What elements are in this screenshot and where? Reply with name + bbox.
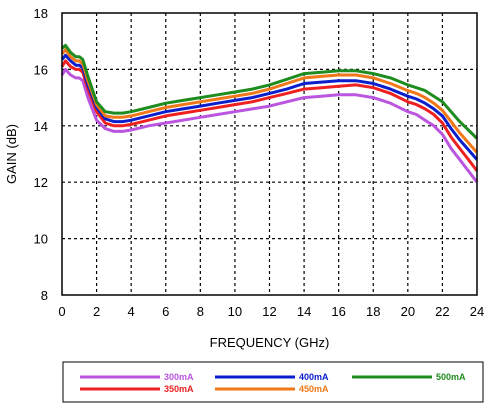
series-lines: [60, 43, 479, 184]
legend-label-400mA: 400mA: [299, 372, 329, 382]
y-tick-label: 12: [34, 175, 48, 190]
x-axis-title: FREQUENCY (GHz): [210, 335, 330, 350]
y-tick-label: 8: [41, 288, 48, 303]
x-tick-label: 2: [93, 304, 100, 319]
y-axis-title: GAIN (dB): [4, 124, 19, 184]
x-tick-label: 24: [470, 304, 484, 319]
x-tick-label: 4: [128, 304, 135, 319]
series-line-500mA: [61, 43, 479, 140]
legend: 300mA 350mA 400mA 450mA 500mA: [62, 361, 484, 403]
y-tick-label: 16: [34, 62, 48, 77]
legend-label-350mA: 350mA: [164, 384, 194, 394]
x-tick-label: 20: [401, 304, 415, 319]
x-tick-label: 12: [262, 304, 276, 319]
series-line-450mA: [60, 48, 479, 154]
legend-label-500mA: 500mA: [436, 372, 466, 382]
y-tick-label: 14: [34, 119, 48, 134]
x-tick-label: 10: [228, 304, 242, 319]
y-tick-label: 10: [34, 232, 48, 247]
x-tick-label: 18: [366, 304, 380, 319]
grid-lines: [62, 13, 477, 295]
legend-label-300mA: 300mA: [164, 372, 194, 382]
plot-frame: [61, 12, 478, 296]
x-tick-label: 22: [435, 304, 449, 319]
series-line-300mA: [60, 67, 479, 184]
legend-label-450mA: 450mA: [299, 384, 329, 394]
x-tick-label: 16: [331, 304, 345, 319]
legend-box: [62, 361, 484, 403]
x-tick-label: 6: [162, 304, 169, 319]
y-tick-label: 18: [34, 6, 48, 21]
x-tick-label: 0: [58, 304, 65, 319]
x-tick-label: 14: [297, 304, 311, 319]
x-tick-label: 8: [197, 304, 204, 319]
